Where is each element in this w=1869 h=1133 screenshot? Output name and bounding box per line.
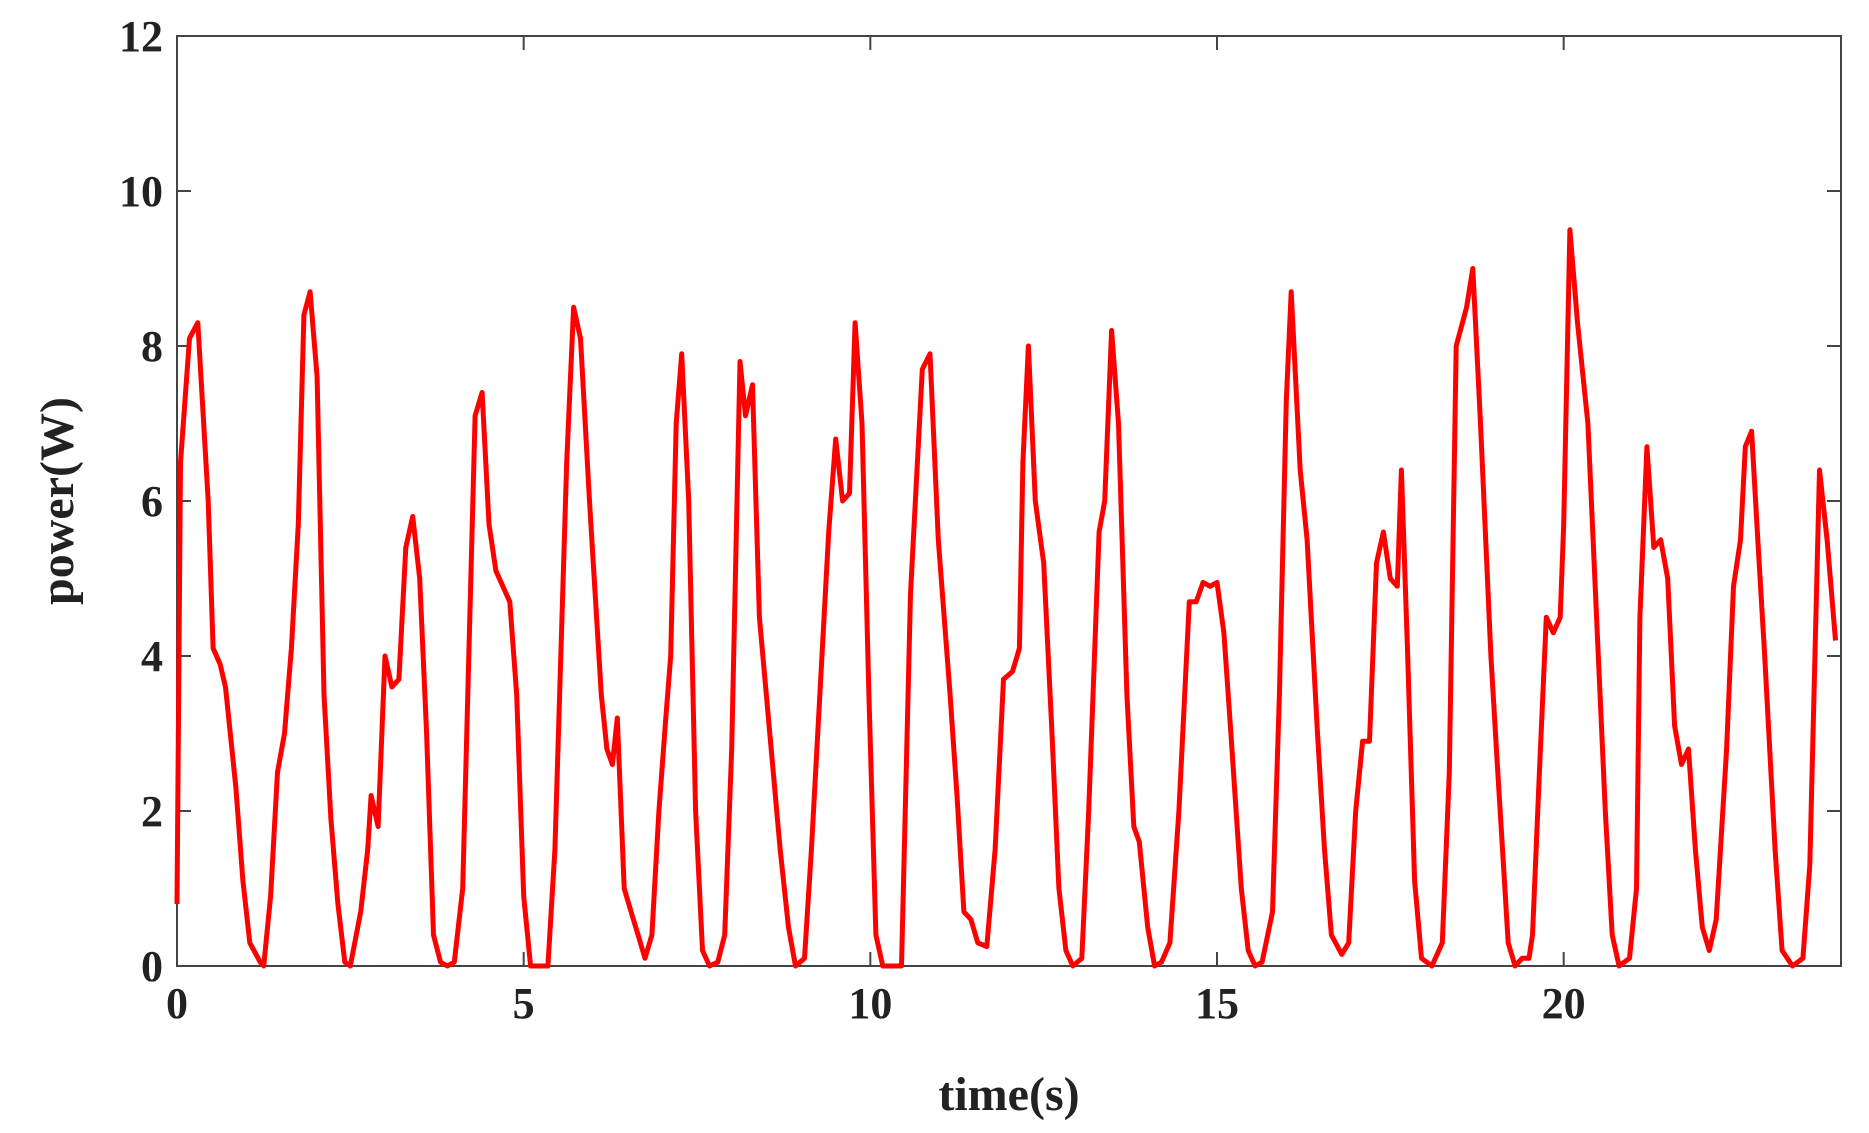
y-tick-label: 12 xyxy=(119,12,163,61)
x-tick-label: 10 xyxy=(848,979,892,1028)
x-tick-label: 0 xyxy=(166,979,188,1028)
y-tick-label: 4 xyxy=(141,632,163,681)
y-axis-label: power(W) xyxy=(31,397,84,605)
line-series xyxy=(174,227,1838,969)
y-tick-label: 10 xyxy=(119,167,163,216)
x-tick-label: 5 xyxy=(513,979,535,1028)
y-tick-label: 8 xyxy=(141,322,163,371)
y-tick-label: 0 xyxy=(141,942,163,991)
x-tick-label: 20 xyxy=(1542,979,1586,1028)
x-tick-label: 15 xyxy=(1195,979,1239,1028)
y-tick-label: 6 xyxy=(141,477,163,526)
x-axis-label: time(s) xyxy=(938,1068,1079,1121)
y-tick-label: 2 xyxy=(141,787,163,836)
